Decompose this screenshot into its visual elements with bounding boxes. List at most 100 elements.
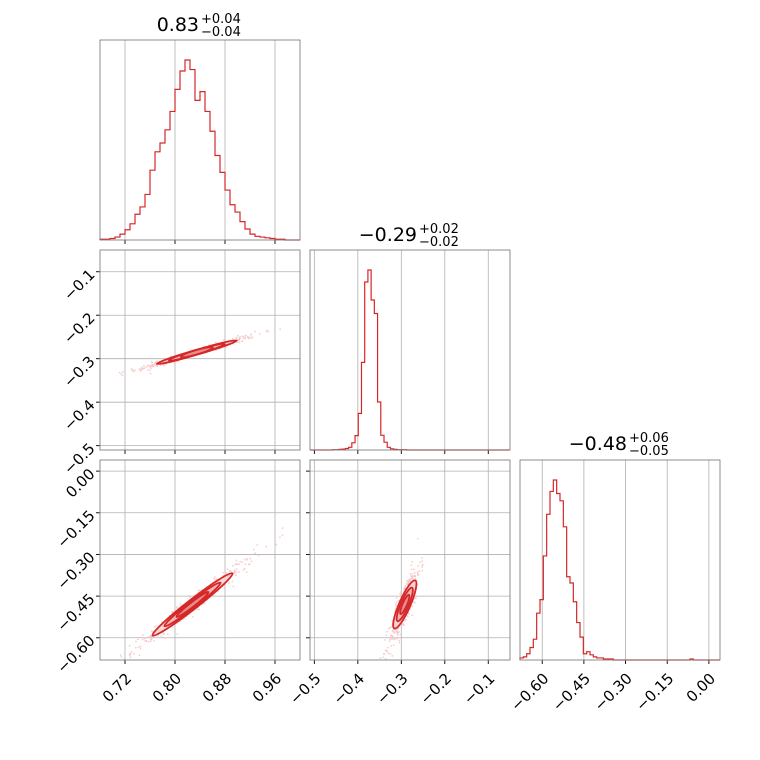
scatter-point — [153, 639, 155, 642]
y-tick-label: −0.1 — [60, 266, 98, 304]
title-1-plus: +0.02 — [419, 222, 459, 237]
panel-hist-1 — [309, 249, 511, 454]
scatter-point — [397, 600, 400, 602]
title-0-median: 0.83 — [157, 14, 199, 36]
scatter-point — [258, 332, 261, 335]
scatter-point — [387, 646, 389, 649]
scatter-point — [155, 624, 158, 627]
scatter-point — [116, 666, 118, 668]
scatter-point — [196, 608, 199, 611]
y-tick-label: −0.3 — [60, 353, 98, 391]
scatter-point — [235, 337, 238, 339]
scatter-point — [160, 635, 163, 637]
scatter-point — [388, 627, 391, 630]
scatter-point — [147, 368, 149, 371]
scatter-point — [129, 656, 132, 659]
joint-density — [118, 328, 282, 377]
x-tick-label: −0.1 — [460, 670, 498, 708]
x-tick-label: −0.15 — [632, 670, 677, 715]
scatter-point — [417, 573, 420, 576]
scatter-point — [176, 607, 178, 609]
x-tick-label: −0.60 — [507, 670, 552, 715]
scatter-point — [395, 596, 398, 599]
scatter-point — [225, 346, 227, 349]
scatter-point — [385, 630, 388, 633]
density-contour — [175, 590, 210, 618]
title-param-1: −0.29 +0.02 −0.02 — [359, 222, 459, 250]
scatter-point — [414, 574, 417, 577]
x-tick-label: −0.2 — [417, 670, 455, 708]
y-tick-label: −0.45 — [53, 590, 98, 635]
scatter-point — [228, 582, 230, 584]
scatter-point — [198, 608, 201, 611]
scatter-point — [232, 585, 235, 588]
density-contour — [179, 346, 214, 359]
title-param-0: 0.83 +0.04 −0.04 — [157, 12, 241, 40]
scatter-point — [403, 620, 406, 622]
scatter-point — [130, 651, 133, 654]
scatter-point — [144, 637, 147, 640]
scatter-point — [413, 568, 415, 571]
scatter-point — [241, 561, 244, 564]
scatter-point — [406, 580, 409, 583]
scatter-point — [399, 592, 401, 595]
scatter-point — [405, 618, 407, 621]
scatter-point — [121, 374, 124, 377]
scatter-point — [242, 335, 245, 338]
scatter-point — [399, 636, 401, 639]
scatter-point — [150, 367, 153, 370]
scatter-point — [396, 637, 399, 640]
scatter-point — [246, 336, 249, 338]
scatter-point — [244, 563, 247, 566]
scatter-point — [226, 568, 229, 570]
scatter-point — [120, 373, 123, 376]
histogram-step-line — [519, 479, 720, 661]
scatter-point — [143, 364, 145, 367]
scatter-point — [411, 614, 413, 617]
scatter-point — [149, 634, 152, 637]
scatter-point — [398, 641, 401, 644]
scatter-point — [129, 661, 131, 663]
scatter-point — [235, 341, 238, 344]
scatter-point — [413, 601, 416, 604]
scatter-point — [179, 620, 182, 623]
scatter-point — [411, 576, 414, 579]
scatter-point — [403, 624, 405, 627]
scatter-point — [133, 652, 135, 655]
y-tick-label: −0.15 — [53, 507, 98, 552]
scatter-point — [383, 639, 386, 641]
scatter-point — [121, 661, 123, 663]
scatter-point — [400, 591, 402, 594]
scatter-point — [191, 615, 194, 618]
scatter-point — [391, 638, 394, 640]
scatter-point — [162, 633, 165, 635]
scatter-point — [238, 341, 240, 344]
scatter-point — [237, 334, 239, 337]
scatter-point — [411, 572, 414, 575]
scatter-point — [389, 653, 392, 655]
scatter-point — [150, 365, 152, 368]
scatter-point — [139, 645, 142, 648]
scatter-point — [235, 559, 238, 562]
scatter-point — [404, 584, 407, 587]
y-tick-label: −0.2 — [60, 309, 98, 347]
histogram-step-line — [310, 269, 510, 451]
scatter-point — [246, 557, 248, 560]
scatter-point — [154, 636, 157, 639]
scatter-point — [145, 365, 148, 368]
scatter-point — [157, 635, 159, 637]
scatter-point — [403, 586, 406, 589]
scatter-point — [266, 329, 269, 331]
scatter-point — [149, 640, 152, 643]
scatter-point — [389, 626, 392, 629]
scatter-point — [382, 656, 385, 659]
scatter-point — [141, 638, 144, 641]
scatter-point — [229, 570, 232, 573]
panel-frame — [99, 459, 301, 661]
panel-frame — [99, 249, 301, 451]
scatter-point — [213, 576, 216, 578]
scatter-point — [222, 338, 225, 341]
scatter-point — [132, 370, 135, 373]
scatter-point — [219, 595, 221, 598]
scatter-point — [235, 568, 238, 571]
